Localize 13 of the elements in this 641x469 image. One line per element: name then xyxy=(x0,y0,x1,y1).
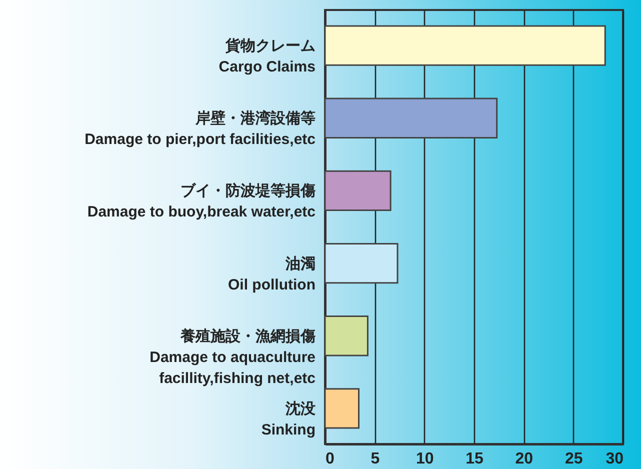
y-tick-label: 沈没 Sinking xyxy=(261,400,316,438)
x-tick-label: 25 xyxy=(564,450,583,468)
x-tick-label: 0 xyxy=(326,450,334,468)
x-tick-label: 20 xyxy=(515,450,534,468)
y-tick-label: ブイ・防波堤等損傷 Damage to buoy,break water,etc xyxy=(87,182,316,221)
y-tick-label: 貨物クレーム Cargo Claims xyxy=(218,38,316,76)
y-tick-label: 岸壁・港湾設備等 Damage to pier,port facilities,etc xyxy=(84,109,316,148)
x-tick-label: 30 xyxy=(606,450,624,468)
x-tick-label: 10 xyxy=(416,450,434,468)
x-tick-label: 15 xyxy=(466,450,484,468)
y-tick-label: 油濁 Oil pollution xyxy=(228,255,316,294)
x-tick-label: 5 xyxy=(370,450,380,468)
y-tick-label: 養殖施設・漁網損傷 Damage to aquaculture facillity,fishing net,etc xyxy=(150,328,316,387)
